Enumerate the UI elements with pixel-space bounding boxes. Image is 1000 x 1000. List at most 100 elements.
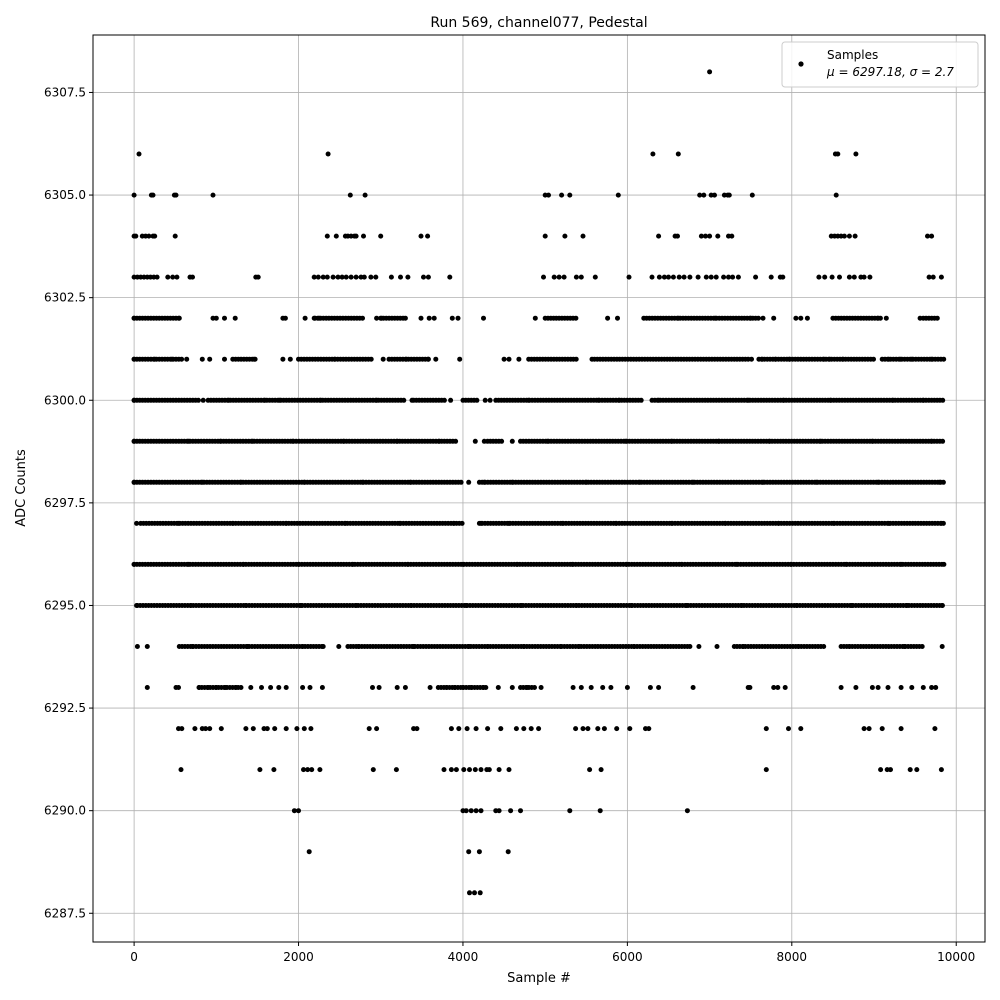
data-point: [131, 438, 137, 444]
data-point: [283, 520, 289, 526]
data-point: [827, 397, 833, 403]
data-point: [243, 603, 249, 608]
data-point: [932, 726, 938, 732]
data-point: [516, 356, 522, 362]
data-point: [332, 356, 338, 362]
data-point: [532, 685, 537, 690]
data-point: [453, 767, 459, 773]
data-point: [374, 397, 380, 403]
data-point: [190, 274, 195, 280]
data-point: [309, 767, 315, 773]
data-point: [866, 726, 872, 732]
data-point: [722, 520, 728, 526]
data-point: [398, 274, 403, 280]
data-point: [283, 726, 289, 732]
data-point: [421, 274, 426, 280]
data-point: [615, 315, 620, 321]
data-point: [883, 315, 889, 321]
data-point: [814, 479, 819, 485]
data-point: [675, 315, 681, 321]
data-point: [335, 274, 341, 280]
data-point: [425, 233, 431, 239]
data-point: [466, 644, 472, 649]
data-point: [687, 644, 693, 649]
data-point: [496, 767, 502, 773]
data-point: [687, 274, 693, 280]
data-point: [767, 438, 773, 444]
data-point: [498, 726, 504, 732]
data-point: [871, 356, 876, 362]
data-point: [833, 192, 839, 198]
data-point: [585, 726, 591, 732]
data-point: [353, 274, 359, 280]
data-point: [478, 808, 484, 814]
data-point: [605, 315, 611, 321]
data-point: [356, 644, 361, 649]
data-point: [393, 767, 399, 773]
data-point: [715, 233, 721, 239]
y-tick-label: 6307.5: [44, 85, 86, 99]
data-point: [656, 397, 662, 403]
data-point: [696, 644, 702, 649]
data-point: [829, 274, 835, 280]
data-point: [230, 520, 236, 526]
data-point: [637, 479, 643, 485]
data-point: [675, 233, 680, 239]
data-point: [929, 685, 935, 690]
data-point: [841, 233, 847, 239]
data-point: [441, 397, 447, 403]
data-point: [508, 808, 514, 814]
data-point: [350, 561, 356, 567]
data-point: [451, 520, 457, 526]
data-point: [195, 397, 201, 403]
y-axis-ticks: 6287.5 6290.0 6292.5 6295.0 6297.5 6300.0 6302…: [44, 85, 93, 920]
data-point: [188, 603, 194, 608]
data-point: [588, 685, 594, 690]
data-point: [324, 274, 330, 280]
data-point: [869, 438, 875, 444]
data-point: [222, 315, 227, 321]
data-point: [152, 356, 158, 362]
data-point: [781, 397, 787, 403]
data-point: [360, 479, 366, 485]
data-point: [795, 644, 801, 649]
data-point: [217, 438, 223, 444]
data-point: [150, 192, 156, 198]
data-point: [248, 685, 254, 690]
data-point: [562, 233, 568, 239]
data-point: [433, 356, 439, 362]
data-point: [203, 726, 209, 732]
data-point: [708, 274, 714, 280]
data-point: [481, 685, 486, 690]
data-point: [524, 685, 530, 690]
data-point: [257, 767, 263, 773]
data-point: [749, 356, 754, 362]
data-point: [291, 808, 297, 814]
data-point: [888, 767, 893, 773]
data-point: [629, 603, 634, 608]
data-point: [613, 520, 619, 526]
data-point: [726, 192, 732, 198]
data-point: [199, 479, 205, 485]
data-point: [341, 438, 347, 444]
data-point: [353, 233, 359, 239]
data-point: [875, 685, 881, 690]
data-point: [456, 726, 462, 732]
data-point: [867, 274, 873, 280]
data-point: [589, 356, 595, 362]
data-point: [772, 356, 778, 362]
legend: Samples μ = 6297.18, σ = 2.7: [781, 41, 979, 88]
data-point: [376, 685, 382, 690]
data-point: [701, 192, 707, 198]
data-point: [595, 726, 601, 732]
data-point: [578, 274, 584, 280]
data-point: [695, 274, 701, 280]
data-point: [827, 356, 833, 362]
data-point: [940, 479, 946, 485]
data-point: [941, 356, 947, 362]
data-point: [131, 315, 137, 321]
data-point: [707, 233, 713, 239]
data-point: [174, 274, 180, 280]
data-point: [473, 808, 479, 814]
data-point: [481, 479, 487, 485]
